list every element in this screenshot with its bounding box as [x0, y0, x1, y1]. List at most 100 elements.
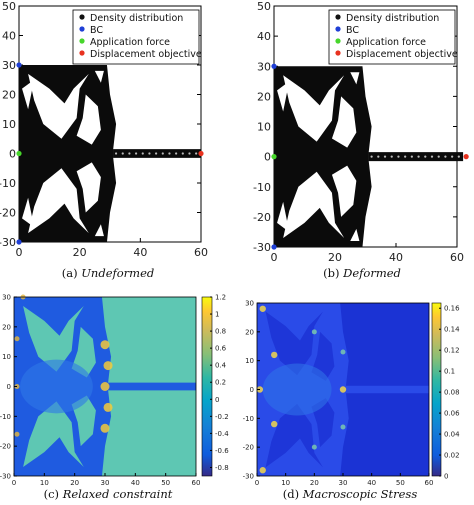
legend-label: Density distribution: [90, 13, 183, 24]
beam-element: [404, 155, 407, 158]
y-tick-label: 10: [2, 118, 16, 131]
density-void: [94, 224, 104, 237]
stress-hotspot: [339, 386, 347, 393]
beam-element: [424, 155, 427, 158]
bc-point: [271, 244, 277, 250]
constraint-hotspot: [103, 402, 113, 412]
density-void: [350, 228, 360, 241]
beam-element: [390, 155, 393, 158]
constraint-hotspot: [100, 423, 110, 433]
bc-point: [16, 62, 22, 68]
stress-hotspot: [340, 424, 346, 430]
x-tick-label: 20: [73, 246, 87, 259]
y-tick-label: -30: [243, 473, 254, 481]
legend-box: [72, 9, 200, 65]
y-tick-label: 30: [245, 300, 254, 308]
beam-element: [444, 155, 447, 158]
legend-marker: [79, 26, 85, 32]
beam: [108, 382, 196, 391]
colorbar-tick-label: 0.8: [215, 328, 226, 336]
density-void: [331, 96, 357, 148]
density-void: [331, 165, 357, 217]
density-void: [277, 201, 290, 232]
y-tick-label: 20: [2, 89, 16, 102]
legend-marker: [335, 14, 341, 20]
beam-element: [168, 152, 171, 155]
y-tick-label: -10: [243, 415, 254, 423]
caption-title: Deformed: [342, 266, 401, 280]
stress-hotspot: [340, 349, 346, 355]
density-void: [283, 75, 345, 142]
legend-label: BC: [90, 25, 103, 36]
beam-element: [188, 152, 191, 155]
legend-label: Application force: [90, 37, 170, 48]
y-tick-label: -30: [253, 241, 271, 254]
colorbar-tick-label: 1.2: [215, 294, 226, 302]
force-point: [271, 154, 277, 160]
legend-marker: [335, 38, 341, 44]
colorbar-tick-label: 0.12: [444, 347, 460, 355]
x-tick-label: 60: [192, 479, 201, 487]
beam: [345, 385, 429, 394]
x-tick-label: 40: [133, 246, 147, 259]
y-tick-label: 0: [250, 386, 254, 394]
colorbar: [431, 302, 442, 477]
density-void: [28, 73, 89, 139]
stress-hotspot: [311, 329, 317, 335]
beam-element: [114, 152, 118, 155]
colorbar-tick-label: 0: [444, 473, 448, 481]
constraint-hotspot: [103, 361, 113, 371]
caption-prefix: (b): [323, 266, 343, 280]
colorbar-tick-label: -0.8: [215, 464, 229, 472]
y-tick-label: 0: [7, 383, 11, 391]
colorbar-tick-label: 0.02: [444, 452, 460, 460]
x-tick-label: 50: [396, 479, 405, 487]
x-tick-label: 40: [389, 251, 403, 264]
caption-title: Undeformed: [81, 266, 154, 280]
bc-point: [271, 63, 277, 69]
y-tick-label: -30: [0, 236, 16, 249]
beam-element: [370, 155, 373, 158]
density-void: [283, 171, 345, 238]
y-tick-label: 40: [2, 30, 16, 43]
colorbar: [201, 296, 213, 477]
x-tick-label: 10: [40, 479, 49, 487]
y-tick-label: 10: [2, 353, 11, 361]
colorbar-tick-label: 0: [215, 396, 219, 404]
beam-element: [451, 155, 454, 158]
constraint-hotspot: [100, 382, 110, 391]
x-tick-label: 10: [281, 479, 290, 487]
stress-hotspot: [259, 467, 266, 474]
constraint-hotspot: [14, 431, 20, 437]
legend-label: BC: [346, 25, 359, 36]
y-tick-label: 0: [9, 148, 16, 161]
y-tick-label: 50: [2, 0, 16, 13]
density-void: [94, 70, 104, 83]
colorbar-tick-label: 0.08: [444, 389, 460, 397]
force-point: [16, 150, 22, 157]
y-tick-label: -20: [243, 444, 254, 452]
beam-element: [141, 152, 144, 155]
beam-element: [410, 155, 413, 158]
stress-hotspot: [259, 305, 266, 312]
density-void: [22, 79, 35, 110]
colorbar-tick-label: -0.4: [215, 430, 229, 438]
x-tick-label: 30: [339, 479, 348, 487]
y-tick-label: -10: [0, 177, 16, 190]
panel-caption: (d) Macroscopic Stress: [283, 487, 418, 501]
stress-hotspot: [271, 420, 278, 428]
density-void: [277, 81, 290, 112]
y-tick-label: 50: [257, 0, 271, 13]
colorbar-tick-label: 0.4: [215, 362, 227, 370]
colorbar-tick-label: 0.14: [444, 326, 460, 334]
y-tick-label: 20: [245, 328, 254, 336]
stress-hotspot: [311, 444, 317, 450]
y-tick-label: -30: [0, 473, 11, 481]
y-tick-label: 30: [2, 59, 16, 72]
density-void: [76, 94, 101, 145]
colorbar-tick-label: 1: [215, 311, 219, 319]
y-tick-label: -20: [0, 443, 11, 451]
structure-void: [265, 403, 323, 468]
